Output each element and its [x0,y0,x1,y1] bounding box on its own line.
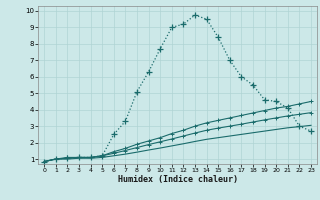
X-axis label: Humidex (Indice chaleur): Humidex (Indice chaleur) [118,175,238,184]
